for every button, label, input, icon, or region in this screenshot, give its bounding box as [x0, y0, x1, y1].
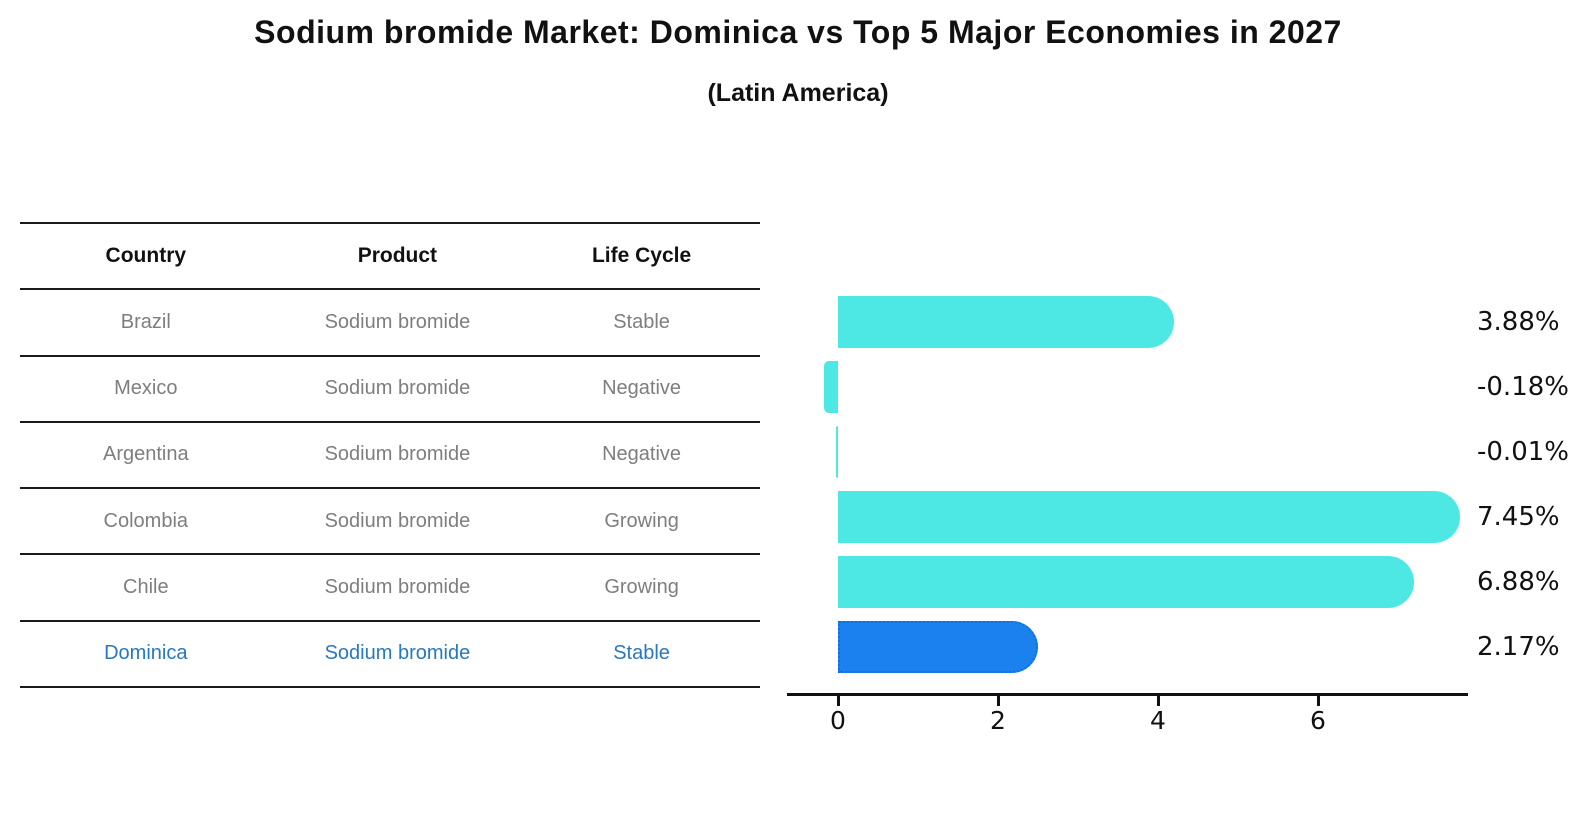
page-title: Sodium bromide Market: Dominica vs Top 5…: [254, 14, 1342, 50]
x-axis-tick: [997, 696, 1000, 706]
cell-product: Sodium bromide: [324, 310, 471, 333]
cell-country: Argentina: [102, 443, 189, 466]
bar-argentina: [836, 426, 838, 478]
x-axis-tick-label: 4: [1150, 706, 1166, 735]
bar-chile: [838, 556, 1415, 608]
bar-colombia: [838, 491, 1460, 543]
cell-country: Colombia: [103, 509, 189, 532]
value-label-dominica: 2.17%: [1477, 632, 1560, 662]
cell-life-cycle: Stable: [613, 642, 670, 665]
cell-product: Sodium bromide: [324, 377, 471, 400]
cell-life-cycle: Negative: [602, 377, 682, 400]
value-label-mexico: -0.18%: [1477, 372, 1569, 402]
x-axis-tick-label: 0: [830, 706, 846, 735]
table-row: Brazil Sodium bromide Stable: [20, 290, 760, 357]
table-row-highlighted: Dominica Sodium bromide Stable: [20, 622, 760, 688]
column-header-product: Product: [357, 244, 438, 268]
value-label-brazil: 3.88%: [1477, 307, 1560, 337]
table-row: Argentina Sodium bromide Negative: [20, 423, 760, 490]
cell-life-cycle: Negative: [602, 443, 682, 466]
cell-country: Chile: [123, 576, 169, 599]
table-row: Colombia Sodium bromide Growing: [20, 489, 760, 556]
page-subtitle: (Latin America): [707, 79, 889, 107]
column-header-country: Country: [105, 244, 187, 268]
value-label-colombia: 7.45%: [1477, 502, 1560, 532]
bar-mexico: [823, 361, 838, 413]
cell-country: Dominica: [104, 642, 188, 665]
x-axis-tick-label: 6: [1310, 706, 1326, 735]
x-axis-tick: [1317, 696, 1320, 706]
x-axis-tick: [837, 696, 840, 706]
table-row: Chile Sodium bromide Growing: [20, 555, 760, 622]
cell-country: Mexico: [114, 377, 178, 400]
cell-product: Sodium bromide: [324, 576, 471, 599]
table-header-row: Country Product Life Cycle: [20, 224, 760, 291]
cell-product: Sodium bromide: [324, 642, 471, 665]
cell-product: Sodium bromide: [324, 509, 471, 532]
country-table: Country Product Life Cycle Brazil Sodium…: [20, 222, 760, 688]
x-axis-tick-label: 2: [990, 706, 1006, 735]
cell-life-cycle: Growing: [604, 576, 679, 599]
cell-product: Sodium bromide: [324, 443, 471, 466]
value-label-chile: 6.88%: [1477, 567, 1560, 597]
value-label-argentina: -0.01%: [1477, 437, 1569, 467]
column-header-life-cycle: Life Cycle: [591, 244, 692, 268]
bar-brazil: [838, 296, 1175, 348]
x-axis-line: [787, 693, 1468, 696]
cell-life-cycle: Growing: [604, 509, 679, 532]
bar-highlighted-dominica: [838, 621, 1038, 673]
table-row: Mexico Sodium bromide Negative: [20, 357, 760, 423]
cell-life-cycle: Stable: [613, 310, 670, 333]
cell-country: Brazil: [120, 310, 171, 333]
x-axis-tick: [1157, 696, 1160, 706]
